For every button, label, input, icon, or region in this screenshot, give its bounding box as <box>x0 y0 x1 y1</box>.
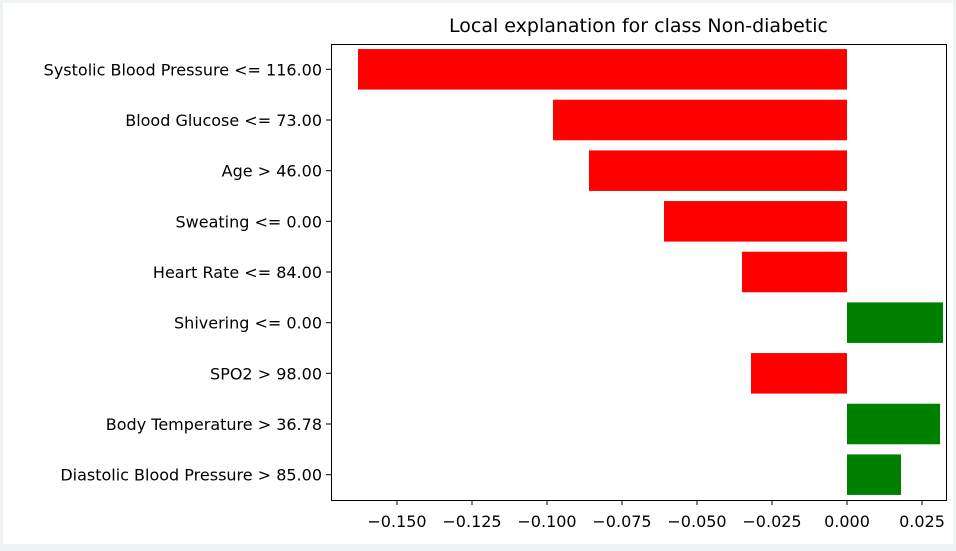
y-tick-label-8: Diastolic Blood Pressure > 85.00 <box>60 466 322 485</box>
y-tick-label-4: Heart Rate <= 84.00 <box>153 263 322 282</box>
y-tick-labels: Systolic Blood Pressure <= 116.00 Blood G… <box>44 60 331 485</box>
bar-2 <box>589 150 847 191</box>
x-tick-label-6: 0.000 <box>824 512 870 531</box>
y-tick-label-6: SPO2 > 98.00 <box>210 364 322 383</box>
y-tick-label-7: Body Temperature > 36.78 <box>106 415 322 434</box>
bar-0 <box>358 49 847 90</box>
bar-6 <box>751 353 847 394</box>
bar-4 <box>742 251 847 293</box>
axes-frame <box>331 44 947 501</box>
x-tick-label-3: −0.075 <box>592 512 651 531</box>
x-tick-label-5: −0.025 <box>742 512 801 531</box>
chart-title: Local explanation for class Non-diabetic <box>449 15 828 37</box>
y-tick-label-2: Age > 46.00 <box>222 162 322 181</box>
bar-8 <box>847 454 901 495</box>
x-tick-label-7: 0.025 <box>899 512 945 531</box>
y-tick-label-1: Blood Glucose <= 73.00 <box>125 111 322 130</box>
bars-group <box>358 49 943 495</box>
bar-1 <box>553 99 847 141</box>
y-tick-label-0: Systolic Blood Pressure <= 116.00 <box>44 60 322 79</box>
x-tick-label-2: −0.100 <box>517 512 576 531</box>
bar-7 <box>847 403 940 445</box>
x-tick-label-4: −0.050 <box>667 512 726 531</box>
y-tick-label-5: Shivering <= 0.00 <box>174 314 322 333</box>
x-tick-label-0: −0.150 <box>367 512 426 531</box>
x-ticks: −0.150 −0.125 −0.100 −0.075 −0.050 −0.025 0.00… <box>367 500 945 531</box>
x-tick-label-1: −0.125 <box>442 512 501 531</box>
y-tick-label-3: Sweating <= 0.00 <box>175 212 322 231</box>
bar-3 <box>664 201 847 242</box>
bar-5 <box>847 302 943 343</box>
